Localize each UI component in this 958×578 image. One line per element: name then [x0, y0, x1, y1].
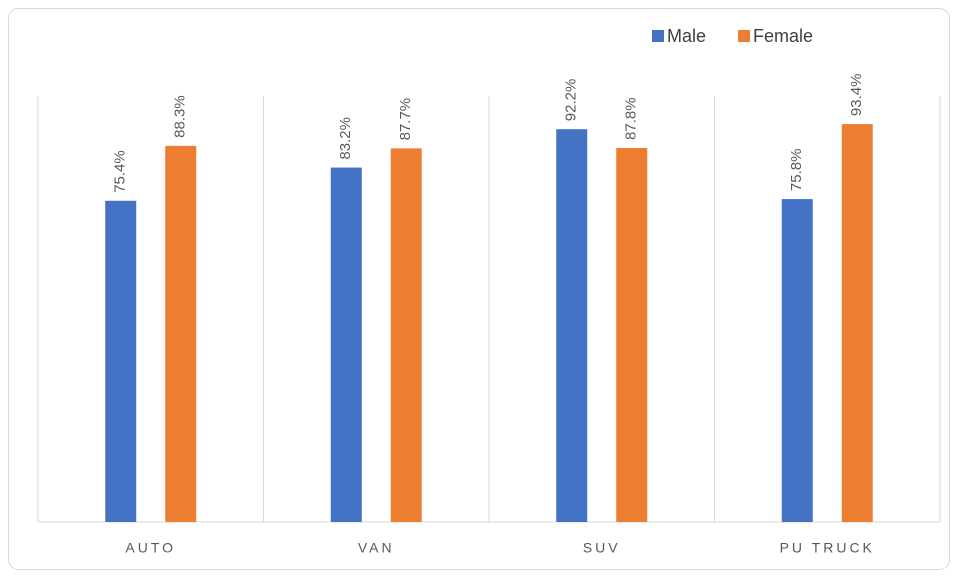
bar: [390, 148, 422, 522]
value-label: 88.3%: [172, 95, 189, 138]
bar: [841, 124, 873, 522]
bar: [105, 200, 137, 522]
legend-swatch: [652, 30, 664, 42]
bar: [616, 147, 648, 523]
legend-swatch: [738, 30, 751, 42]
x-tick-label: PU TRUCK: [780, 540, 875, 556]
x-tick-label: VAN: [358, 540, 395, 556]
bar: [330, 167, 362, 522]
legend-label: Female: [753, 26, 813, 46]
value-label: 92.2%: [563, 79, 580, 122]
bar: [165, 145, 197, 523]
bar: [556, 129, 588, 522]
value-label: 93.4%: [848, 74, 865, 117]
legend-label: Male: [667, 26, 706, 46]
x-tick-label: SUV: [583, 540, 621, 556]
value-label: 87.8%: [623, 97, 640, 140]
value-label: 75.8%: [788, 149, 805, 192]
value-label: 75.4%: [112, 150, 129, 193]
value-label: 83.2%: [337, 117, 354, 160]
x-tick-label: AUTO: [125, 540, 176, 556]
bar: [781, 199, 813, 523]
value-label: 87.7%: [397, 98, 414, 141]
